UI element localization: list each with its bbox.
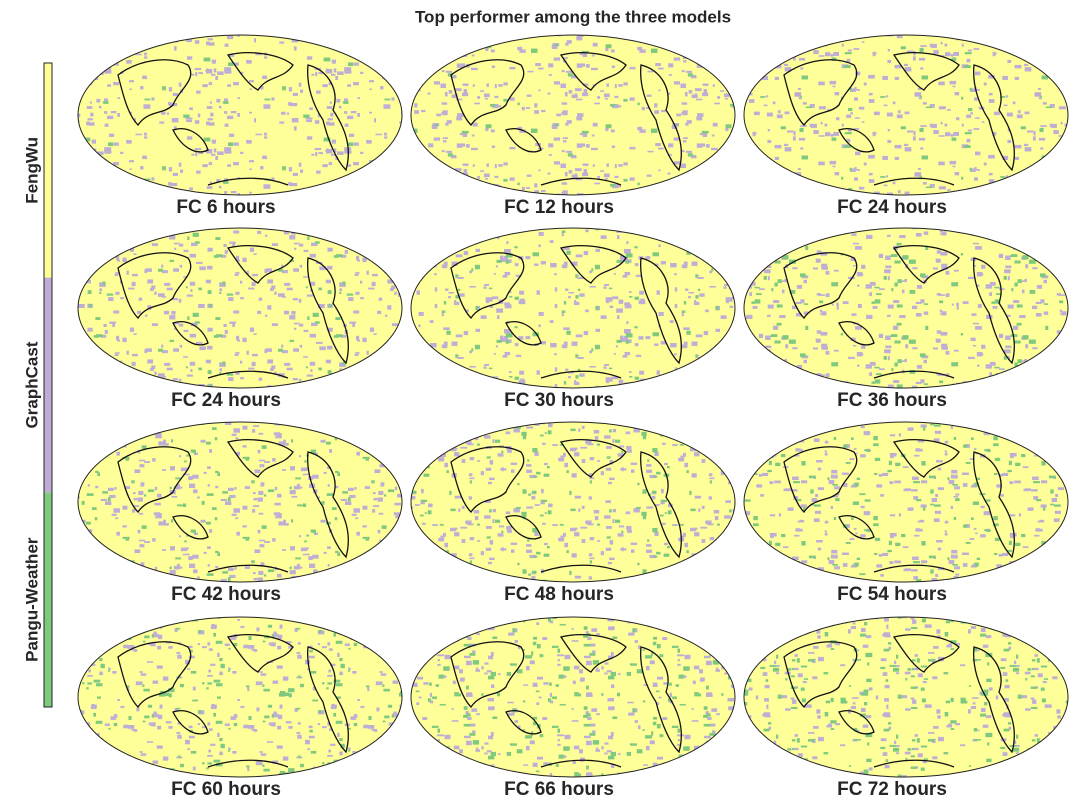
map-panel: FC 6 hours [77, 34, 403, 218]
map-panel: FC 42 hours [77, 421, 403, 605]
panel-label: FC 12 hours [504, 197, 614, 218]
map-globe [410, 34, 736, 196]
panel-label: FC 24 hours [171, 390, 281, 411]
map-panel: FC 66 hours [410, 616, 736, 800]
colorbar-label: GraphCast [22, 341, 41, 428]
colorbar-label: Pangu-Weather [22, 537, 41, 662]
map-globe [743, 34, 1069, 196]
map-panel: FC 30 hours [410, 227, 736, 411]
panel-label: FC 30 hours [504, 390, 614, 411]
panel-label: FC 72 hours [837, 779, 947, 800]
panel-label: FC 36 hours [837, 390, 947, 411]
colorbar-segment [44, 492, 52, 707]
panel-label: FC 66 hours [504, 779, 614, 800]
panel-label: FC 48 hours [504, 584, 614, 605]
map-panels: FC 6 hours FC 12 hours FC 24 hours FC 24 ho… [77, 34, 1069, 800]
map-panel: FC 36 hours [743, 227, 1069, 411]
panel-label: FC 6 hours [176, 197, 275, 218]
map-panel: FC 60 hours [77, 616, 403, 800]
panel-label: FC 42 hours [171, 584, 281, 605]
map-globe [410, 421, 736, 583]
colorbar-segment [44, 63, 52, 278]
map-panel: FC 24 hours [77, 227, 403, 411]
map-globe [77, 616, 403, 778]
colorbar: FengWu GraphCast Pangu-Weather [22, 62, 53, 708]
map-panel: FC 12 hours [410, 34, 736, 218]
map-globe [743, 616, 1069, 778]
map-globe [77, 421, 403, 583]
map-globe [743, 421, 1069, 583]
colorbar-frame [43, 62, 53, 708]
map-globe [410, 616, 736, 778]
panel-label: FC 24 hours [837, 197, 947, 218]
map-panel: FC 48 hours [410, 421, 736, 605]
panel-label: FC 54 hours [837, 584, 947, 605]
colorbar-label: FengWu [22, 137, 41, 204]
map-panel: FC 24 hours [743, 34, 1069, 218]
map-globe [743, 227, 1069, 389]
map-globe [77, 34, 403, 196]
map-globe [410, 227, 736, 389]
figure-title: Top performer among the three models [415, 7, 731, 26]
map-panel: FC 72 hours [743, 616, 1069, 800]
colorbar-segment [44, 277, 52, 493]
map-panel: FC 54 hours [743, 421, 1069, 605]
panel-label: FC 60 hours [171, 779, 281, 800]
map-globe [77, 227, 403, 389]
